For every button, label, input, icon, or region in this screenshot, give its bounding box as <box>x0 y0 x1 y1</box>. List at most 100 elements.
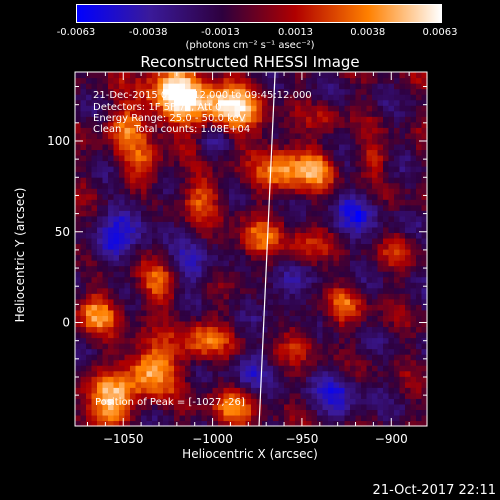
heatmap-cell <box>399 210 406 217</box>
heatmap-cell <box>311 193 318 200</box>
heatmap-cell <box>289 260 296 267</box>
heatmap-cell <box>416 337 423 344</box>
heatmap-cell <box>256 88 263 95</box>
heatmap-cell <box>344 304 351 311</box>
heatmap-cell <box>174 381 181 388</box>
heatmap-cell <box>234 177 241 184</box>
heatmap-cell <box>218 320 225 328</box>
heatmap-cell <box>361 199 368 206</box>
heatmap-cell <box>333 249 340 256</box>
heatmap-cell <box>91 343 98 350</box>
heatmap-cell <box>124 260 131 267</box>
heatmap-cell <box>97 160 104 167</box>
heatmap-cell <box>322 210 329 217</box>
heatmap-cell <box>91 166 98 173</box>
heatmap-cell <box>306 249 313 256</box>
heatmap-cell <box>240 143 247 151</box>
heatmap-cell <box>240 215 247 222</box>
heatmap-cell <box>295 376 302 383</box>
heatmap-cell <box>383 237 390 245</box>
heatmap-cell <box>251 315 258 322</box>
heatmap-cell <box>190 110 197 117</box>
heatmap-cell <box>278 309 285 316</box>
heatmap-cell <box>212 331 219 339</box>
y-tick-label: 100 <box>47 134 70 148</box>
heatmap-cell <box>421 420 428 427</box>
heatmap-cell <box>86 177 93 184</box>
heatmap-cell <box>190 359 197 366</box>
heatmap-cell <box>240 309 247 316</box>
heatmap-cell <box>168 193 175 200</box>
heatmap-cell <box>179 199 186 206</box>
heatmap-cell <box>284 315 291 322</box>
heatmap-cell <box>141 392 148 399</box>
heatmap-cell <box>300 166 307 173</box>
heatmap-cell <box>75 359 82 366</box>
heatmap-cell <box>383 72 390 79</box>
heatmap-cell <box>141 99 148 106</box>
heatmap-cell <box>311 271 318 278</box>
heatmap-cell <box>262 309 269 316</box>
heatmap-cell <box>366 232 373 239</box>
heatmap-cell <box>174 304 181 311</box>
heatmap-cell <box>207 370 214 377</box>
heatmap-cell <box>108 110 115 117</box>
heatmap-cell <box>388 260 395 267</box>
heatmap-cell <box>267 409 274 416</box>
heatmap-cell <box>196 94 203 101</box>
heatmap-cell <box>306 337 313 344</box>
heatmap-cell <box>97 143 104 151</box>
heatmap-cell <box>300 376 307 383</box>
heatmap-cell <box>234 237 241 245</box>
heatmap-cell <box>377 320 384 328</box>
heatmap-cell <box>344 199 351 206</box>
heatmap-cell <box>80 326 87 333</box>
heatmap-cell <box>234 359 241 366</box>
heatmap-cell <box>91 249 98 256</box>
heatmap-cell <box>168 110 175 117</box>
heatmap-cell <box>201 287 208 294</box>
heatmap-cell <box>295 149 302 156</box>
heatmap-cell <box>168 282 175 289</box>
heatmap-cell <box>218 88 225 95</box>
heatmap-cell <box>273 210 280 217</box>
heatmap-cell <box>207 414 214 422</box>
heatmap-cell <box>108 282 115 289</box>
heatmap-cell <box>306 331 313 339</box>
heatmap-cell <box>344 154 351 162</box>
heatmap-cell <box>102 204 109 211</box>
heatmap-cell <box>251 160 258 167</box>
heatmap-cell <box>355 398 362 405</box>
heatmap-cell <box>273 370 280 377</box>
heatmap-cell <box>399 116 406 123</box>
heatmap-cell <box>174 182 181 189</box>
heatmap-cell <box>179 110 186 117</box>
heatmap-cell <box>355 359 362 366</box>
heatmap-cell <box>102 276 109 283</box>
heatmap-cell <box>102 154 109 162</box>
heatmap-cell <box>377 72 384 79</box>
heatmap-cell <box>256 127 263 134</box>
heatmap-cell <box>234 105 241 112</box>
heatmap-cell <box>113 243 120 250</box>
heatmap-cell <box>130 387 137 394</box>
heatmap-cell <box>284 271 291 278</box>
heatmap-cell <box>394 171 401 178</box>
heatmap-cell <box>394 83 401 90</box>
heatmap-cell <box>185 320 192 328</box>
heatmap-cell <box>399 309 406 316</box>
heatmap-cell <box>174 392 181 399</box>
heatmap-cell <box>262 414 269 422</box>
heatmap-cell <box>108 398 115 405</box>
heatmap-cell <box>322 99 329 106</box>
heatmap-cell <box>251 149 258 156</box>
heatmap-cell <box>333 188 340 195</box>
heatmap-cell <box>377 365 384 372</box>
heatmap-cell <box>80 215 87 222</box>
heatmap-cell <box>174 409 181 416</box>
heatmap-cell <box>377 177 384 184</box>
heatmap-cell <box>207 249 214 256</box>
heatmap-cell <box>223 182 230 189</box>
heatmap-cell <box>108 160 115 167</box>
heatmap-cell <box>278 254 285 261</box>
